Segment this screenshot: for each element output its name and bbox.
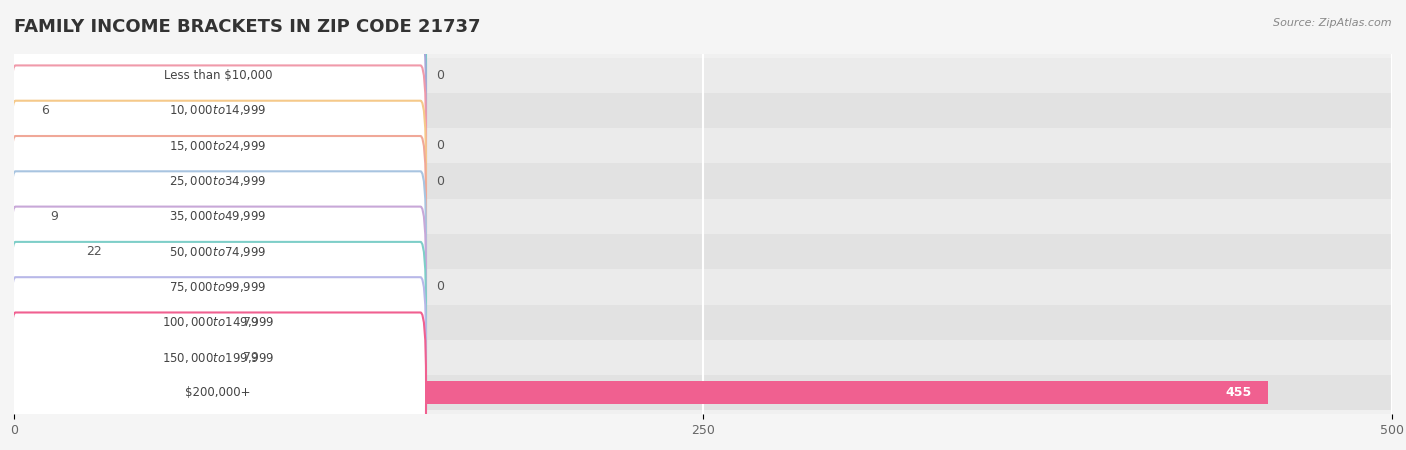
Bar bbox=[14, 311, 232, 334]
FancyBboxPatch shape bbox=[10, 65, 426, 226]
Text: $150,000 to $199,999: $150,000 to $199,999 bbox=[162, 351, 274, 364]
Text: 0: 0 bbox=[436, 280, 444, 293]
Bar bbox=[14, 240, 75, 263]
Bar bbox=[14, 375, 1392, 410]
Text: $50,000 to $74,999: $50,000 to $74,999 bbox=[169, 245, 267, 259]
Bar bbox=[14, 205, 39, 228]
Text: 79: 79 bbox=[243, 316, 259, 329]
FancyBboxPatch shape bbox=[10, 277, 426, 438]
Bar bbox=[14, 199, 1392, 234]
Text: 455: 455 bbox=[1225, 386, 1251, 399]
Text: $15,000 to $24,999: $15,000 to $24,999 bbox=[169, 139, 267, 153]
FancyBboxPatch shape bbox=[10, 0, 426, 156]
Text: 0: 0 bbox=[436, 69, 444, 82]
Text: Less than $10,000: Less than $10,000 bbox=[163, 69, 273, 82]
Text: 0: 0 bbox=[436, 175, 444, 188]
Bar bbox=[14, 163, 1392, 199]
Text: $10,000 to $14,999: $10,000 to $14,999 bbox=[169, 104, 267, 117]
FancyBboxPatch shape bbox=[10, 136, 426, 297]
Bar bbox=[14, 99, 31, 122]
Bar bbox=[14, 128, 1392, 163]
FancyBboxPatch shape bbox=[10, 207, 426, 367]
Bar bbox=[14, 381, 1268, 404]
Text: $75,000 to $99,999: $75,000 to $99,999 bbox=[169, 280, 267, 294]
FancyBboxPatch shape bbox=[10, 242, 426, 403]
Text: $200,000+: $200,000+ bbox=[186, 386, 250, 399]
Bar bbox=[14, 58, 1392, 93]
Text: 22: 22 bbox=[86, 245, 101, 258]
Text: Source: ZipAtlas.com: Source: ZipAtlas.com bbox=[1274, 18, 1392, 28]
FancyBboxPatch shape bbox=[10, 312, 426, 450]
Bar bbox=[14, 305, 1392, 340]
FancyBboxPatch shape bbox=[10, 101, 426, 261]
Bar bbox=[14, 269, 1392, 305]
FancyBboxPatch shape bbox=[10, 171, 426, 332]
Text: 79: 79 bbox=[243, 351, 259, 364]
Text: $25,000 to $34,999: $25,000 to $34,999 bbox=[169, 174, 267, 188]
Bar bbox=[14, 234, 1392, 269]
Bar bbox=[14, 346, 232, 369]
Text: 0: 0 bbox=[436, 139, 444, 152]
Text: $35,000 to $49,999: $35,000 to $49,999 bbox=[169, 209, 267, 223]
FancyBboxPatch shape bbox=[10, 30, 426, 191]
Text: $100,000 to $149,999: $100,000 to $149,999 bbox=[162, 315, 274, 329]
Text: 6: 6 bbox=[42, 104, 49, 117]
Text: FAMILY INCOME BRACKETS IN ZIP CODE 21737: FAMILY INCOME BRACKETS IN ZIP CODE 21737 bbox=[14, 18, 481, 36]
Text: 9: 9 bbox=[49, 210, 58, 223]
Bar bbox=[14, 340, 1392, 375]
Bar bbox=[14, 93, 1392, 128]
